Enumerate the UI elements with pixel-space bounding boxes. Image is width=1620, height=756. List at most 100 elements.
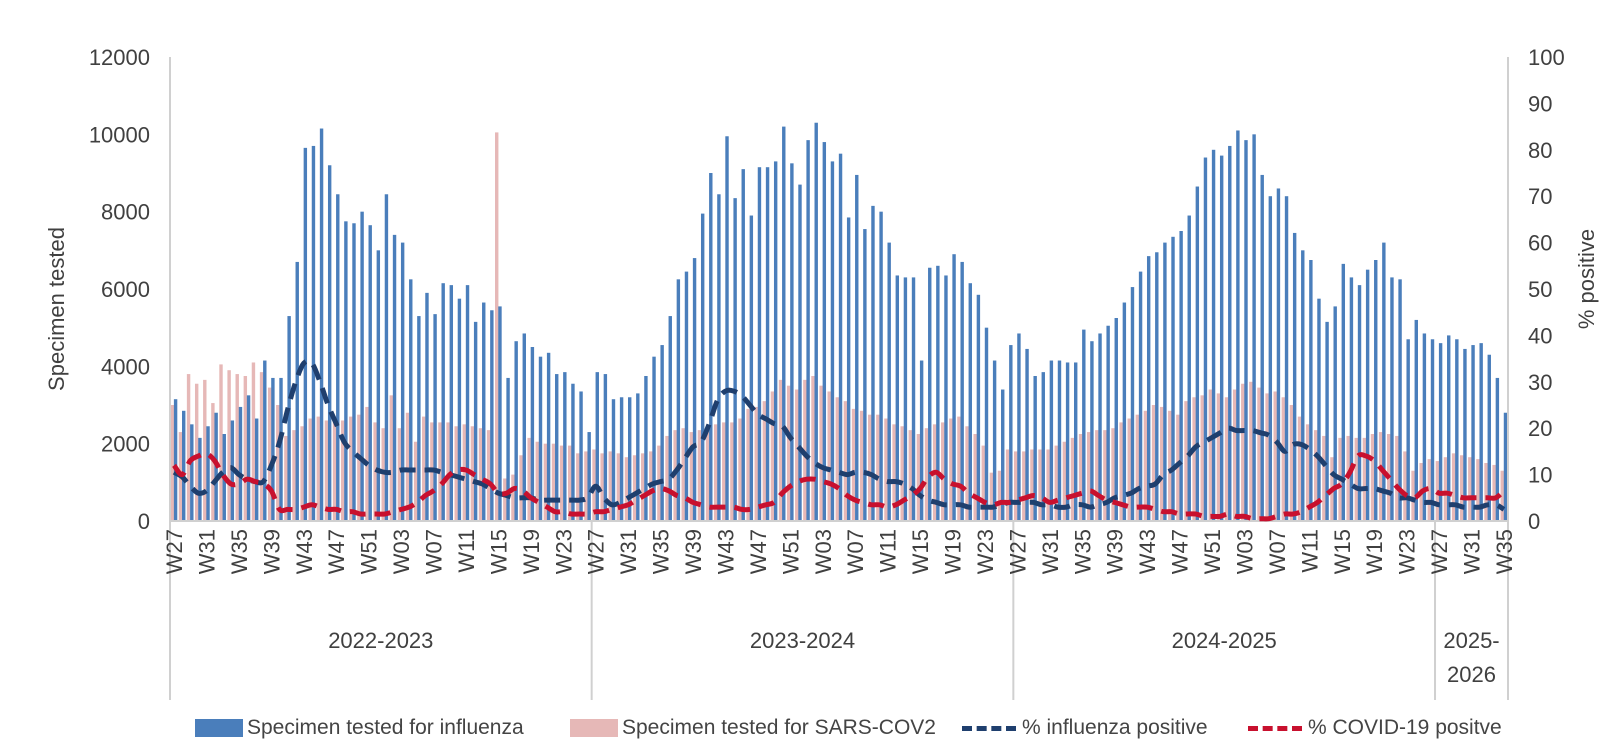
bar-sars-cov2-tested — [1484, 463, 1488, 521]
x-tick-label: W43 — [714, 529, 739, 574]
bar-influenza-tested — [417, 316, 421, 521]
axis-labels: 0 2000 4000 6000 8000 10000 12000 0 10 20 30 40 50 60… — [44, 45, 1599, 687]
bar-influenza-tested — [1179, 231, 1183, 521]
bar-sars-cov2-tested — [989, 472, 994, 521]
bar-sars-cov2-tested — [535, 441, 539, 521]
x-tick-label: W51 — [357, 529, 382, 574]
bar-influenza-tested — [887, 242, 891, 521]
bar-sars-cov2-tested — [576, 453, 580, 521]
bar-influenza-tested — [1236, 130, 1240, 521]
bar-sars-cov2-tested — [1046, 449, 1050, 521]
y-tick-label-right: 80 — [1528, 138, 1552, 163]
bar-influenza-tested — [1219, 155, 1224, 521]
x-tick-label: W31 — [616, 529, 641, 574]
bar-influenza-tested — [1187, 215, 1191, 521]
bar-influenza-tested — [741, 169, 745, 521]
bar-sars-cov2-tested — [413, 441, 418, 521]
bar-sars-cov2-tested — [722, 422, 726, 521]
bar-influenza-tested — [814, 122, 818, 521]
x-tick-label: W11 — [876, 529, 901, 573]
bar-sars-cov2-tested — [1297, 416, 1302, 521]
bar-influenza-tested — [392, 234, 397, 521]
bar-sars-cov2-tested — [924, 428, 929, 521]
bar-influenza-tested — [311, 145, 316, 521]
legend-swatch-influenza-positive — [962, 725, 1016, 731]
bar-influenza-tested — [1122, 302, 1127, 521]
x-tick-label: W35 — [649, 529, 674, 574]
bar-sars-cov2-tested — [1451, 453, 1456, 521]
bar-influenza-tested — [684, 271, 689, 521]
bar-sars-cov2-tested — [908, 430, 912, 521]
bar-sars-cov2-tested — [1159, 406, 1164, 521]
bar-sars-cov2-tested — [422, 416, 426, 521]
x-tick-label: W47 — [1168, 529, 1193, 574]
bar-influenza-tested — [863, 229, 867, 521]
bar-sars-cov2-tested — [276, 405, 280, 521]
bar-sars-cov2-tested — [1192, 397, 1196, 521]
bar-sars-cov2-tested — [1322, 435, 1326, 521]
bar-sars-cov2-tested — [705, 426, 710, 521]
bar-sars-cov2-tested — [357, 414, 361, 521]
bar-influenza-tested — [855, 174, 859, 521]
bar-influenza-tested — [765, 167, 770, 521]
line-influenza-positive — [172, 358, 1506, 512]
bar-sars-cov2-tested — [1038, 449, 1042, 521]
x-tick-label: W23 — [1395, 529, 1420, 574]
bar-sars-cov2-tested — [1459, 455, 1464, 521]
bar-sars-cov2-tested — [332, 416, 337, 521]
bar-influenza-tested — [506, 377, 510, 521]
x-tick-label: W19 — [1362, 529, 1387, 574]
bar-sars-cov2-tested — [511, 474, 515, 521]
bar-influenza-tested — [1049, 360, 1054, 521]
bar-influenza-tested — [1447, 335, 1451, 521]
bar-influenza-tested — [1114, 318, 1118, 521]
bar-influenza-tested — [238, 406, 243, 521]
bar-sars-cov2-tested — [405, 412, 410, 521]
bar-influenza-tested — [271, 377, 275, 521]
bar-influenza-tested — [660, 345, 664, 521]
bar-influenza-tested — [879, 211, 883, 522]
bar-sars-cov2-tested — [478, 428, 483, 521]
bar-sars-cov2-tested — [1362, 437, 1367, 521]
x-tick-label: W35 — [1070, 529, 1095, 574]
bar-sars-cov2-tested — [868, 414, 872, 521]
bar-sars-cov2-tested — [292, 430, 296, 521]
bar-influenza-tested — [1009, 345, 1013, 521]
bar-influenza-tested — [263, 360, 267, 521]
bar-sars-cov2-tested — [567, 445, 572, 521]
bar-sars-cov2-tested — [1289, 405, 1294, 521]
bar-influenza-tested — [563, 372, 567, 521]
bar-sars-cov2-tested — [1022, 451, 1026, 521]
bar-sars-cov2-tested — [543, 443, 548, 521]
bar-sars-cov2-tested — [503, 478, 507, 521]
bar-sars-cov2-tested — [1435, 461, 1440, 521]
y-tick-label-left: 0 — [138, 509, 150, 534]
bar-influenza-tested — [700, 213, 705, 521]
bar-influenza-tested — [327, 165, 332, 521]
bar-sars-cov2-tested — [981, 445, 985, 521]
bar-sars-cov2-tested — [349, 416, 353, 521]
bar-influenza-tested — [579, 391, 583, 521]
bar-sars-cov2-tested — [462, 424, 466, 521]
bar-influenza-tested — [611, 399, 616, 521]
bar-sars-cov2-tested — [1395, 435, 1399, 521]
bar-influenza-tested — [1471, 345, 1475, 521]
y-tick-label-right: 20 — [1528, 416, 1552, 441]
bar-sars-cov2-tested — [1273, 391, 1277, 521]
x-tick-label: W23 — [551, 529, 576, 574]
bar-sars-cov2-tested — [324, 420, 329, 521]
x-tick-label: W51 — [1200, 529, 1225, 574]
y-tick-label-left: 10000 — [89, 122, 150, 147]
x-tick-label: W35 — [227, 529, 252, 574]
x-tick-label: W07 — [1265, 529, 1290, 574]
bar-sars-cov2-tested — [916, 434, 921, 521]
bar-sars-cov2-tested — [584, 451, 588, 521]
chart: 0 2000 4000 6000 8000 10000 12000 0 10 20 30 40 50 60… — [44, 45, 1599, 700]
bar-sars-cov2-tested — [1184, 401, 1188, 521]
legend-swatch-sars-cov2 — [570, 719, 618, 737]
bar-influenza-tested — [798, 184, 802, 521]
bar-sars-cov2-tested — [559, 445, 564, 521]
season-label: 2024-2025 — [1172, 628, 1277, 653]
bar-influenza-tested — [676, 279, 681, 521]
bar-sars-cov2-tested — [1119, 422, 1123, 521]
